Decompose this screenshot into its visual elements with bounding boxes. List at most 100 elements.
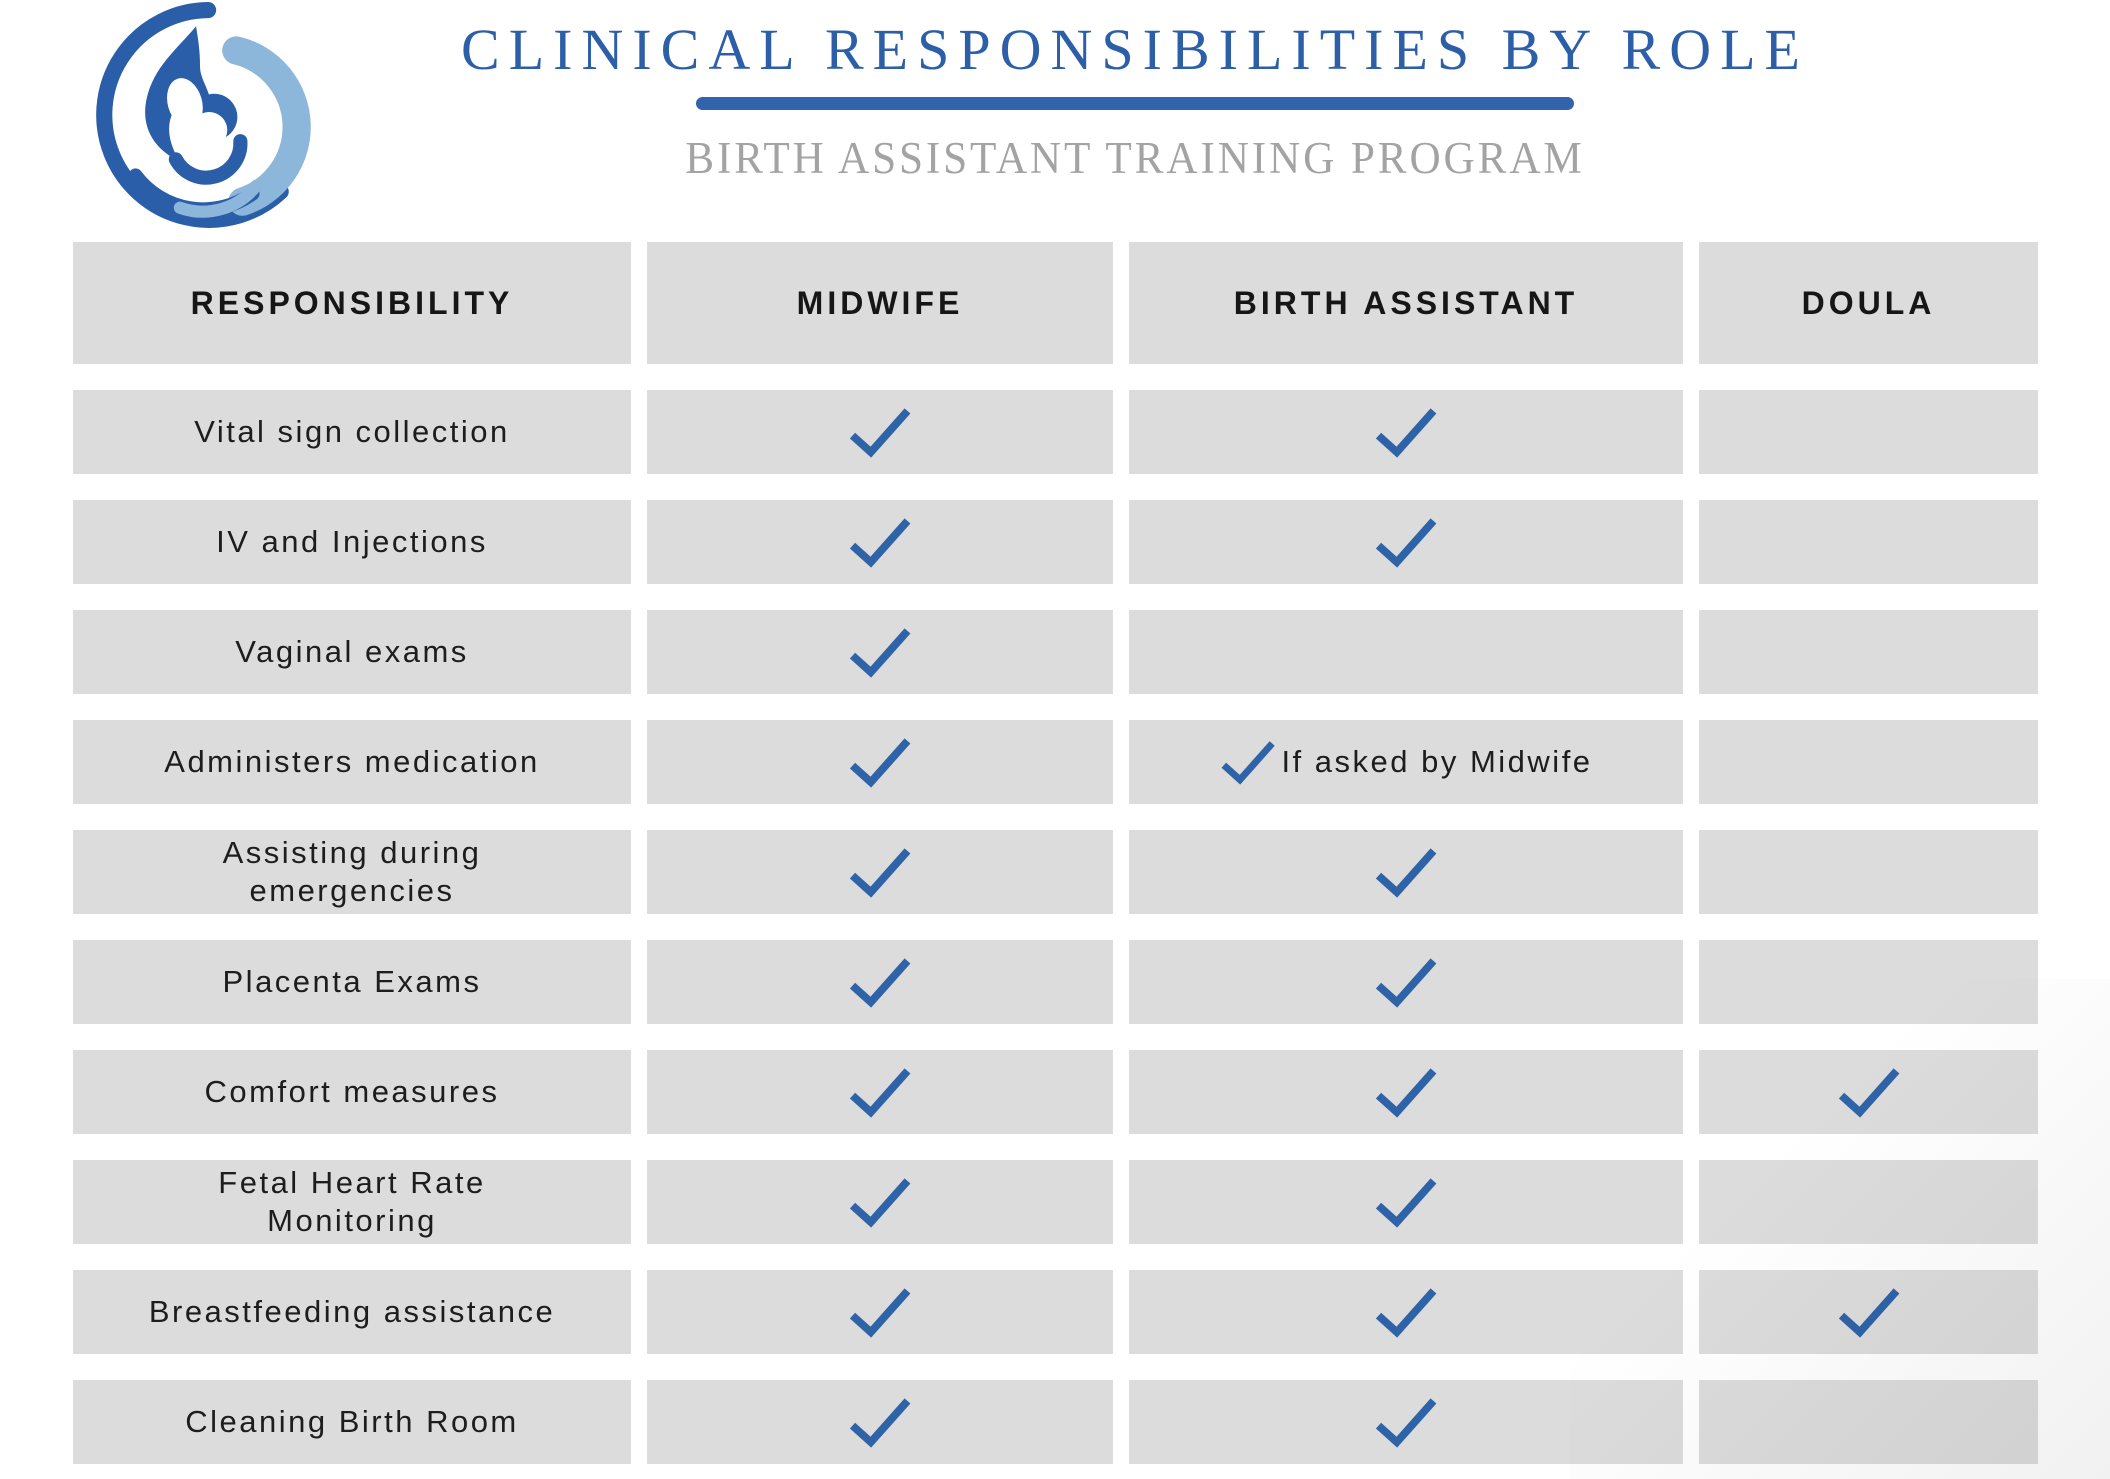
cell-midwife xyxy=(647,610,1113,694)
check-icon xyxy=(1375,408,1437,458)
cell-midwife xyxy=(647,1160,1113,1244)
cell-doula xyxy=(1699,1050,2038,1134)
cell-doula xyxy=(1699,830,2038,914)
table-row: Administers medication If asked by Midwi… xyxy=(73,720,2038,804)
cell-responsibility: IV and Injections xyxy=(73,500,631,584)
row-label: Vaginal exams xyxy=(235,634,469,670)
cell-responsibility: Vital sign collection xyxy=(73,390,631,474)
cell-responsibility: Assisting during emergencies xyxy=(73,830,631,914)
cell-midwife xyxy=(647,940,1113,1024)
cell-birth-assistant: If asked by Midwife xyxy=(1129,720,1683,804)
table-row: Placenta Exams xyxy=(73,940,2038,1024)
check-icon xyxy=(1375,958,1437,1008)
check-icon xyxy=(849,1288,911,1338)
check-icon xyxy=(849,408,911,458)
table-row: Vital sign collection xyxy=(73,390,2038,474)
cell-midwife xyxy=(647,720,1113,804)
column-header-birth-assistant: BIRTH ASSISTANT xyxy=(1129,242,1683,364)
cell-responsibility: Fetal Heart Rate Monitoring xyxy=(73,1160,631,1244)
cell-birth-assistant xyxy=(1129,1270,1683,1354)
cell-doula xyxy=(1699,1270,2038,1354)
title-underline xyxy=(696,97,1574,110)
table-row: Breastfeeding assistance xyxy=(73,1270,2038,1354)
check-icon xyxy=(1375,1178,1437,1228)
table-body: Vital sign collection IV and Injections xyxy=(73,390,2038,1464)
check-icon xyxy=(1375,1288,1437,1338)
check-icon xyxy=(1375,1398,1437,1448)
check-icon xyxy=(849,628,911,678)
row-label: Fetal Heart Rate Monitoring xyxy=(218,1165,486,1238)
page-subtitle: BIRTH ASSISTANT TRAINING PROGRAM xyxy=(685,133,1585,183)
cell-responsibility: Vaginal exams xyxy=(73,610,631,694)
row-label: Administers medication xyxy=(164,744,540,780)
cell-birth-assistant xyxy=(1129,830,1683,914)
cell-doula xyxy=(1699,610,2038,694)
row-label: Vital sign collection xyxy=(194,414,510,450)
cell-doula xyxy=(1699,940,2038,1024)
page-title: CLINICAL RESPONSIBILITIES BY ROLE xyxy=(461,17,1809,82)
table-row: Cleaning Birth Room xyxy=(73,1380,2038,1464)
column-header-responsibility: RESPONSIBILITY xyxy=(73,242,631,364)
table-row: Comfort measures xyxy=(73,1050,2038,1134)
logo-outer-swirl xyxy=(96,2,289,228)
responsibility-table: RESPONSIBILITY MIDWIFE BIRTH ASSISTANT D… xyxy=(73,242,2038,1479)
cell-midwife xyxy=(647,830,1113,914)
table-row: IV and Injections xyxy=(73,500,2038,584)
check-icon xyxy=(1375,518,1437,568)
cell-midwife xyxy=(647,500,1113,584)
cell-doula xyxy=(1699,720,2038,804)
cell-birth-assistant xyxy=(1129,940,1683,1024)
check-icon xyxy=(1838,1068,1899,1118)
cell-doula xyxy=(1699,1160,2038,1244)
cell-midwife xyxy=(647,1050,1113,1134)
table-row: Fetal Heart Rate Monitoring xyxy=(73,1160,2038,1244)
logo-light-crescent xyxy=(222,36,311,216)
logo-baby-head xyxy=(190,111,228,149)
table-header-row: RESPONSIBILITY MIDWIFE BIRTH ASSISTANT D… xyxy=(73,242,2038,364)
table-row: Vaginal exams xyxy=(73,610,2038,694)
cell-birth-assistant xyxy=(1129,390,1683,474)
cell-birth-assistant xyxy=(1129,1380,1683,1464)
check-icon xyxy=(1375,848,1437,898)
row-label: Placenta Exams xyxy=(222,964,482,1000)
logo-cradling-arm xyxy=(168,134,248,185)
cell-midwife xyxy=(647,1270,1113,1354)
row-label: Comfort measures xyxy=(204,1074,500,1110)
row-label: Cleaning Birth Room xyxy=(185,1404,519,1440)
cell-responsibility: Comfort measures xyxy=(73,1050,631,1134)
check-icon xyxy=(849,738,911,788)
cell-birth-assistant xyxy=(1129,610,1683,694)
column-header-label: RESPONSIBILITY xyxy=(190,284,514,321)
logo-mother-face xyxy=(167,78,203,128)
column-header-label: DOULA xyxy=(1801,284,1936,321)
column-header-label: BIRTH ASSISTANT xyxy=(1233,284,1579,321)
check-icon xyxy=(1221,741,1276,785)
cell-birth-assistant xyxy=(1129,500,1683,584)
cell-responsibility: Cleaning Birth Room xyxy=(73,1380,631,1464)
cell-doula xyxy=(1699,500,2038,584)
cell-birth-assistant xyxy=(1129,1050,1683,1134)
check-icon xyxy=(849,1178,911,1228)
row-label: IV and Injections xyxy=(216,524,488,560)
column-header-label: MIDWIFE xyxy=(796,284,964,321)
check-icon xyxy=(849,1068,911,1118)
cell-responsibility: Breastfeeding assistance xyxy=(73,1270,631,1354)
column-header-doula: DOULA xyxy=(1699,242,2038,364)
cell-doula xyxy=(1699,1380,2038,1464)
check-icon xyxy=(1838,1288,1899,1338)
cell-midwife xyxy=(647,390,1113,474)
table-row: Assisting during emergencies xyxy=(73,830,2038,914)
column-header-midwife: MIDWIFE xyxy=(647,242,1113,364)
check-icon xyxy=(849,958,911,1008)
row-label: Assisting during emergencies xyxy=(222,835,482,908)
cell-note: If asked by Midwife xyxy=(1281,744,1593,779)
check-icon xyxy=(849,518,911,568)
logo-bottom-light-arc xyxy=(173,179,263,218)
row-label: Breastfeeding assistance xyxy=(148,1294,556,1330)
cell-responsibility: Placenta Exams xyxy=(73,940,631,1024)
cell-responsibility: Administers medication xyxy=(73,720,631,804)
cell-midwife xyxy=(647,1380,1113,1464)
cell-birth-assistant xyxy=(1129,1160,1683,1244)
check-icon xyxy=(849,1398,911,1448)
check-icon xyxy=(849,848,911,898)
